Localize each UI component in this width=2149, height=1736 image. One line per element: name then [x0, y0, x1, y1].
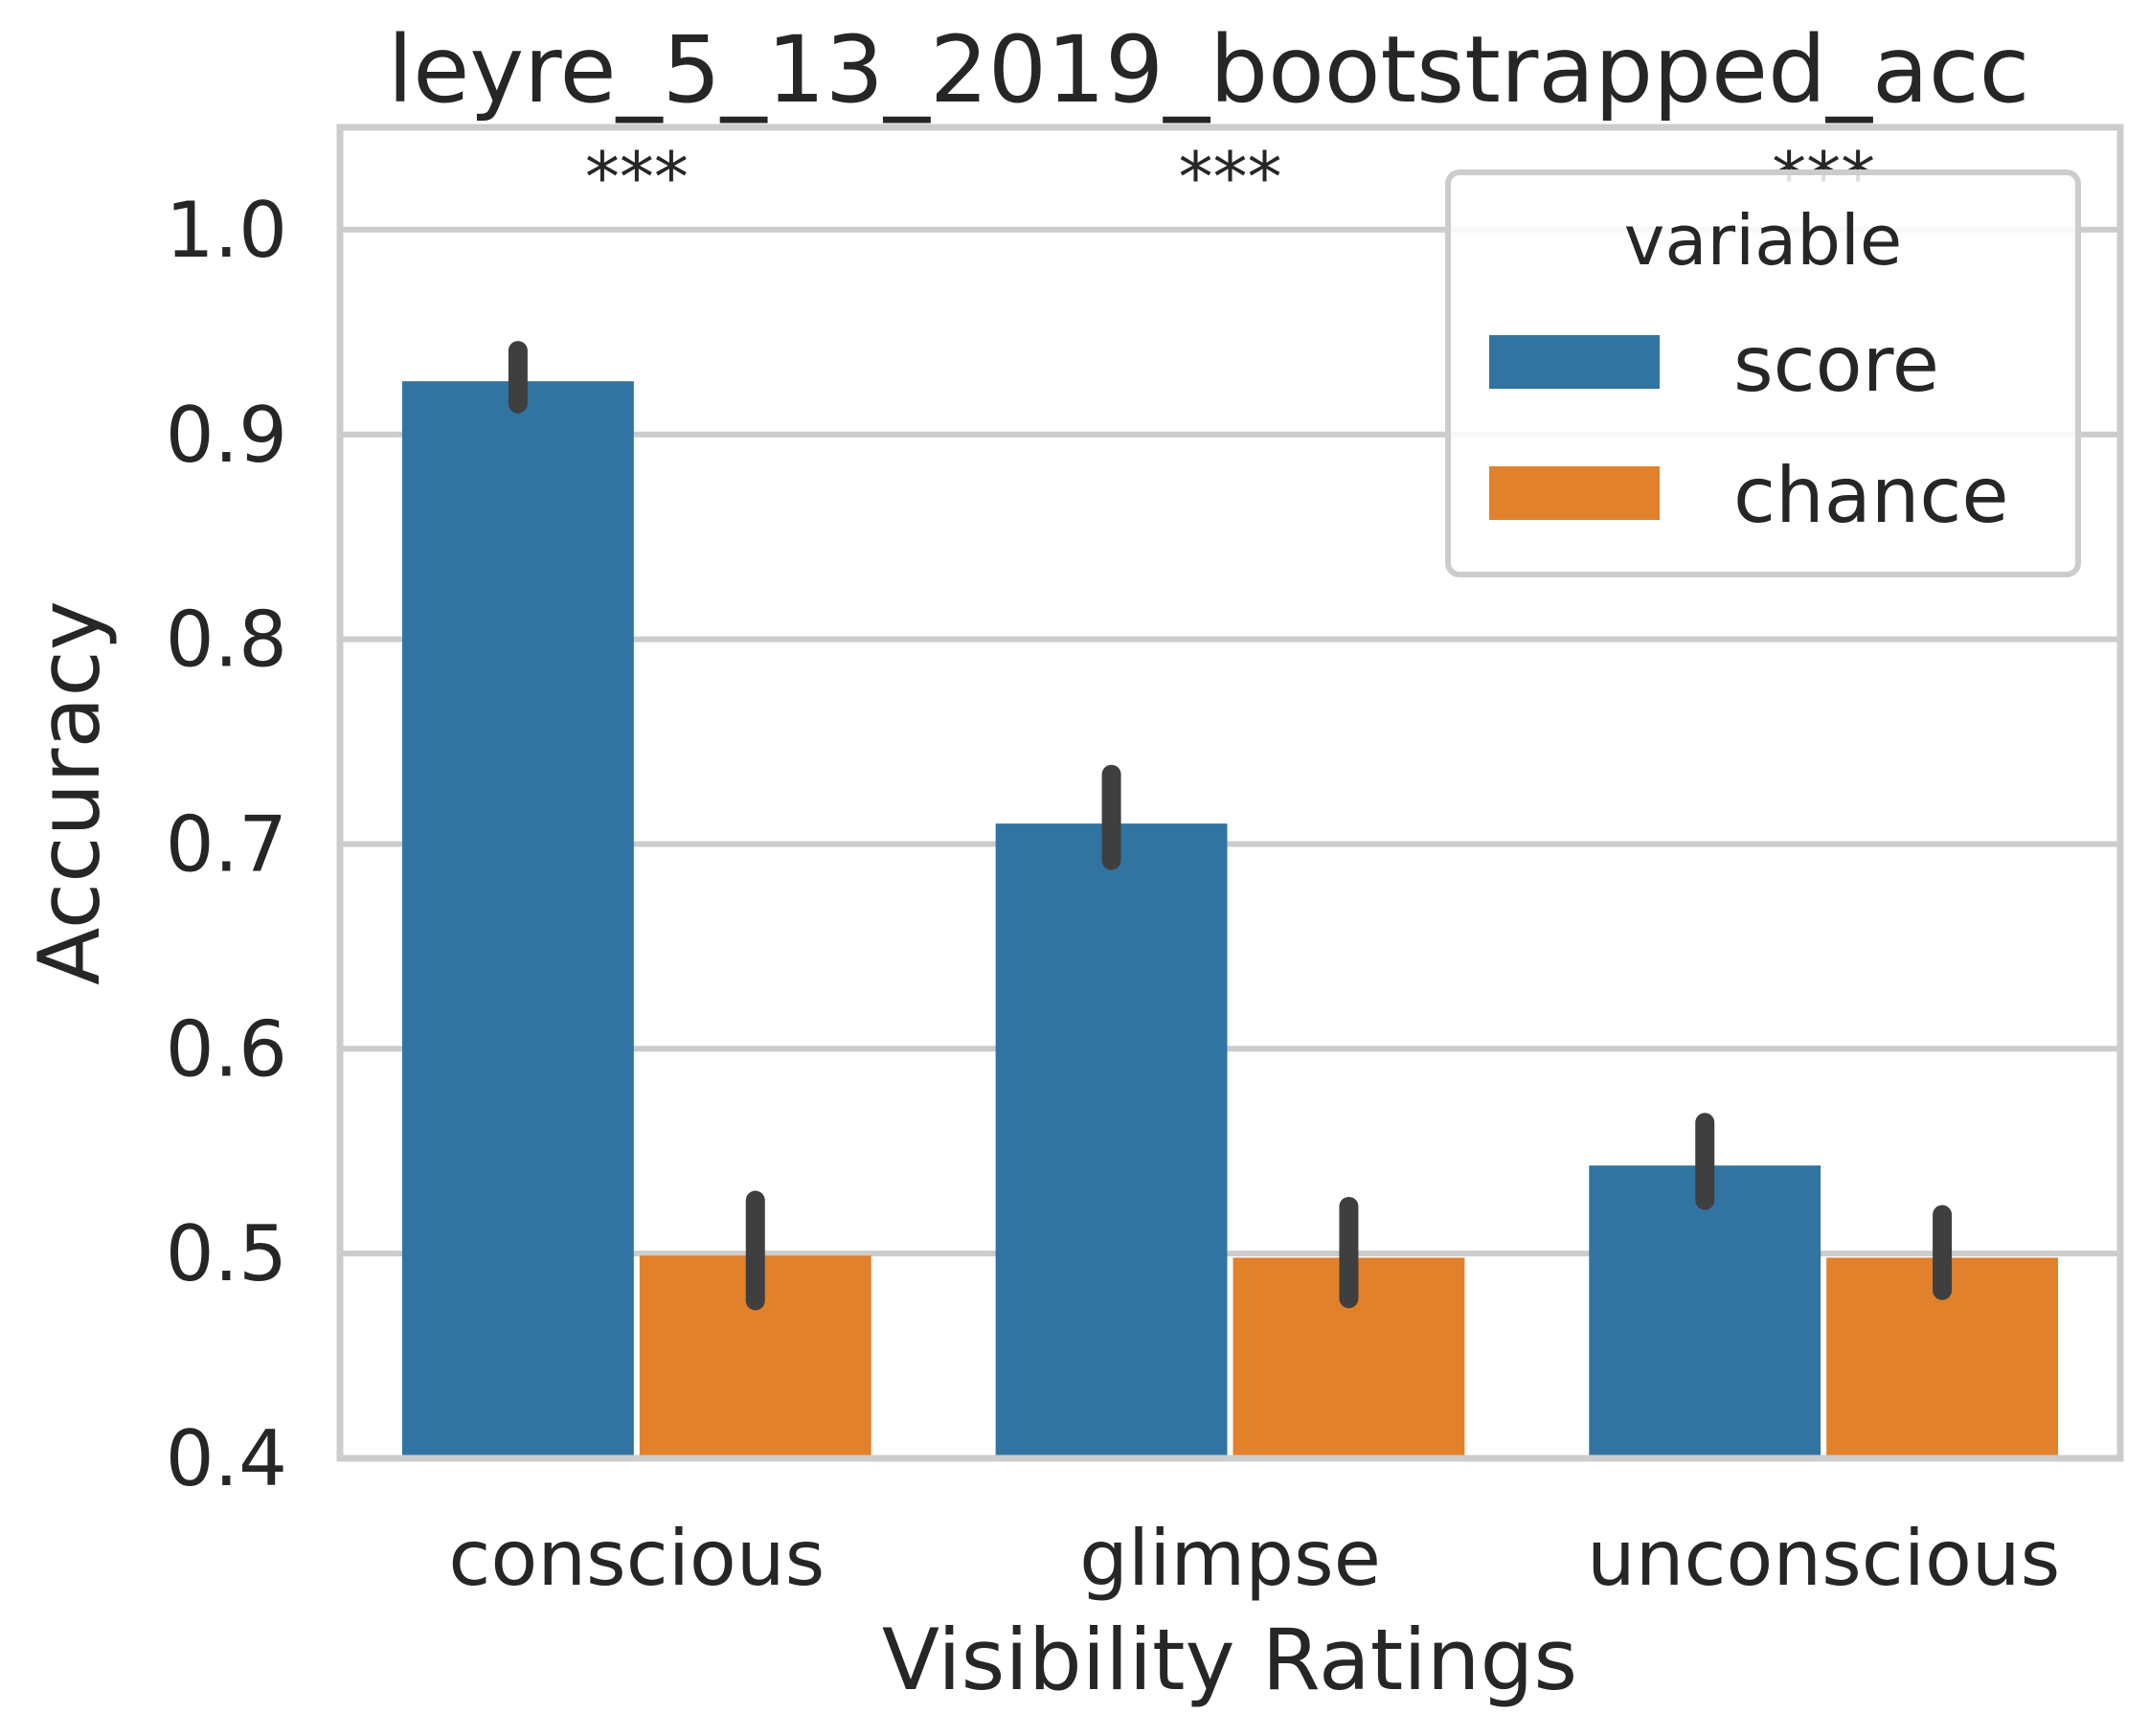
y-tick-label: 0.6 — [166, 1004, 287, 1093]
chart-title: leyre_5_13_2019_bootstrapped_acc — [388, 16, 2030, 124]
x-tick-label: unconscious — [1587, 1514, 2060, 1603]
x-tick-label: glimpse — [1079, 1514, 1381, 1603]
bars — [401, 381, 2059, 1459]
x-axis-ticks: conscious glimpse unconscious — [448, 1514, 2060, 1603]
y-tick-label: 1.0 — [166, 186, 287, 275]
bar-score-glimpse — [995, 823, 1228, 1458]
x-axis-label: Visibility Ratings — [882, 1611, 1577, 1709]
y-tick-label: 0.5 — [166, 1209, 287, 1298]
y-tick-label: 0.7 — [166, 800, 287, 889]
y-axis-ticks: 0.4 0.5 0.6 0.7 0.8 0.9 1.0 — [166, 186, 287, 1503]
legend: variable score chance — [1445, 169, 2081, 577]
legend-items: score chance — [1489, 320, 2009, 540]
bar-score-unconscious — [1589, 1165, 1821, 1458]
legend-swatch-score — [1489, 335, 1660, 389]
error-bars — [508, 341, 1953, 1311]
plot-frame — [336, 124, 2124, 1462]
legend-title: variable — [1624, 200, 1902, 281]
y-axis-label: Accuracy — [20, 600, 119, 985]
y-tick-label: 0.4 — [166, 1414, 287, 1503]
bar-score-conscious — [401, 381, 634, 1459]
gridlines — [340, 226, 2120, 1461]
legend-swatch-chance — [1489, 466, 1660, 520]
y-tick-label: 0.9 — [166, 391, 287, 480]
y-tick-label: 0.8 — [166, 596, 287, 685]
significance-marker: *** — [1179, 137, 1282, 217]
significance-marker: *** — [585, 137, 689, 217]
x-tick-label: conscious — [448, 1514, 825, 1603]
legend-label-chance: chance — [1733, 451, 2009, 540]
legend-label-score: score — [1733, 320, 1939, 409]
